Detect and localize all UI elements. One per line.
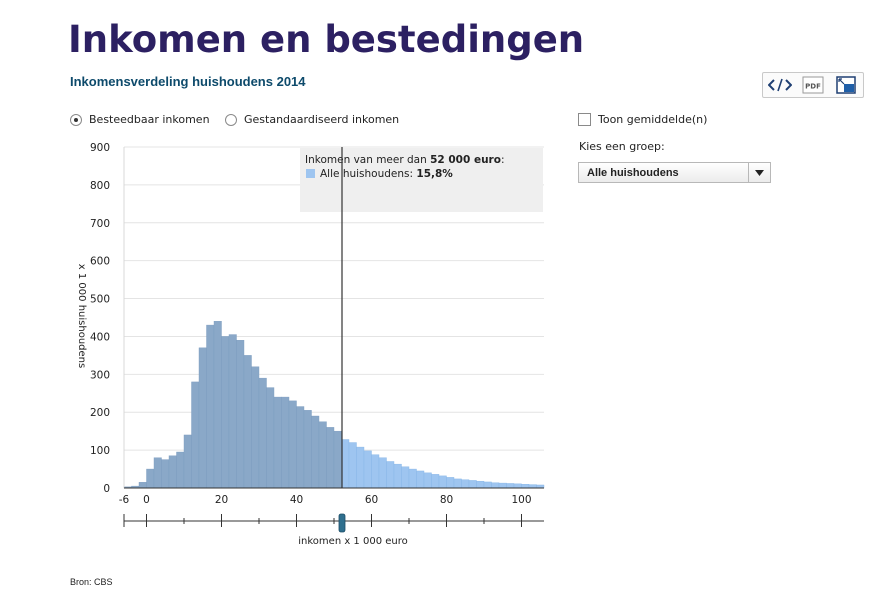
svg-text:PDF: PDF xyxy=(805,83,821,91)
expand-icon[interactable] xyxy=(833,75,859,95)
histogram-bar xyxy=(153,457,162,489)
histogram-bar xyxy=(393,463,402,489)
group-select-label: Kies een groep: xyxy=(579,140,665,153)
histogram-bar xyxy=(213,321,222,489)
y-tick-label: 500 xyxy=(90,294,110,306)
histogram-bar xyxy=(431,474,440,489)
histogram-bar xyxy=(183,434,192,489)
y-tick-label: 100 xyxy=(90,445,110,457)
histogram-bar xyxy=(356,446,365,489)
histogram-bar xyxy=(363,450,372,489)
histogram-bar xyxy=(273,396,282,489)
histogram-bar xyxy=(528,484,537,489)
average-checkbox[interactable] xyxy=(578,113,591,126)
histogram-bar xyxy=(198,347,207,489)
export-toolbar: PDF xyxy=(762,72,864,98)
radio-unselected-icon[interactable] xyxy=(225,113,237,126)
radio-besteedbaar[interactable]: Besteedbaar inkomen xyxy=(70,113,210,126)
histogram-bar xyxy=(288,400,297,489)
tooltip-heading: Inkomen van meer dan 52 000 euro: xyxy=(305,154,505,166)
group-select-value: Alle huishoudens xyxy=(587,166,679,179)
histogram-bar xyxy=(341,439,350,489)
histogram-bar xyxy=(476,480,485,489)
x-tick-label: 60 xyxy=(365,494,378,506)
chevron-down-icon[interactable] xyxy=(748,163,770,182)
y-tick-label: 800 xyxy=(90,180,110,192)
histogram-bar xyxy=(318,421,327,489)
x-tick-label: 0 xyxy=(143,494,150,506)
histogram-bar xyxy=(266,387,275,489)
radio-label-besteedbaar: Besteedbaar inkomen xyxy=(89,113,210,126)
histogram-bar xyxy=(333,430,342,489)
x-axis-label: inkomen x 1 000 euro xyxy=(298,536,407,547)
y-tick-label: 900 xyxy=(90,142,110,154)
histogram-bar xyxy=(243,355,252,489)
histogram-bar xyxy=(281,396,290,489)
average-toggle[interactable]: Toon gemiddelde(n) xyxy=(578,113,707,126)
page-title: Inkomen en bestedingen xyxy=(68,18,585,61)
chart-subtitle: Inkomensverdeling huishoudens 2014 xyxy=(70,74,306,89)
histogram-bar xyxy=(258,377,267,489)
histogram-bar xyxy=(221,336,230,489)
histogram-bar xyxy=(326,427,335,489)
histogram-bar xyxy=(303,410,312,489)
tooltip-series: Alle huishoudens: 15,8% xyxy=(320,168,453,180)
tooltip-box xyxy=(300,148,543,212)
histogram-bar xyxy=(378,457,387,489)
radio-label-gestandaardiseerd: Gestandaardiseerd inkomen xyxy=(244,113,400,126)
histogram-bar xyxy=(423,472,432,489)
y-tick-label: 300 xyxy=(90,369,110,381)
histogram-bar xyxy=(491,482,500,489)
histogram-bar xyxy=(401,466,410,489)
histogram-bar xyxy=(513,483,522,489)
histogram-bar xyxy=(371,454,380,489)
histogram-bar xyxy=(296,406,305,489)
pdf-icon[interactable]: PDF xyxy=(800,75,826,95)
histogram-bar xyxy=(521,484,530,489)
x-tick-label: 80 xyxy=(440,494,453,506)
histogram-bar xyxy=(251,366,260,489)
x-tick-label: -6 xyxy=(119,494,130,506)
slider-handle[interactable] xyxy=(338,513,346,533)
source-note: Bron: CBS xyxy=(70,577,113,587)
histogram-bar xyxy=(138,482,147,489)
histogram-bar xyxy=(236,340,245,489)
histogram-bar xyxy=(408,468,417,489)
y-tick-label: 200 xyxy=(90,407,110,419)
x-tick-label: 20 xyxy=(215,494,228,506)
y-tick-label: 700 xyxy=(90,218,110,230)
histogram-bar xyxy=(386,461,395,489)
x-tick-label: 40 xyxy=(290,494,303,506)
y-tick-label: 600 xyxy=(90,256,110,268)
y-tick-label: 0 xyxy=(103,483,110,495)
histogram-bar xyxy=(348,442,357,489)
average-checkbox-label: Toon gemiddelde(n) xyxy=(598,113,708,126)
group-select[interactable]: Alle huishoudens xyxy=(578,162,771,183)
y-axis-label: x 1 000 huishoudens xyxy=(76,264,87,368)
histogram-bar xyxy=(168,455,177,489)
histogram-bar xyxy=(461,479,470,489)
histogram-bar xyxy=(483,481,492,489)
histogram-bar xyxy=(438,475,447,489)
histogram-bar xyxy=(191,381,200,489)
histogram-bar xyxy=(176,451,185,489)
histogram-bar xyxy=(453,478,462,489)
histogram-bar xyxy=(468,480,477,489)
radio-gestandaardiseerd[interactable]: Gestandaardiseerd inkomen xyxy=(225,113,399,126)
histogram-bar xyxy=(206,324,215,489)
y-tick-label: 400 xyxy=(90,331,110,343)
histogram-bar xyxy=(311,415,320,489)
histogram-bar xyxy=(161,459,170,489)
histogram-bar xyxy=(146,468,155,489)
histogram-bar xyxy=(506,483,515,489)
histogram-bar xyxy=(228,334,237,489)
x-tick-label: 100 xyxy=(511,494,531,506)
tooltip-legend-swatch xyxy=(306,169,315,178)
histogram-bar xyxy=(446,477,455,489)
code-icon[interactable] xyxy=(767,75,793,95)
histogram-bar xyxy=(416,470,425,489)
histogram-bar xyxy=(498,482,507,489)
radio-selected-icon[interactable] xyxy=(70,113,82,126)
